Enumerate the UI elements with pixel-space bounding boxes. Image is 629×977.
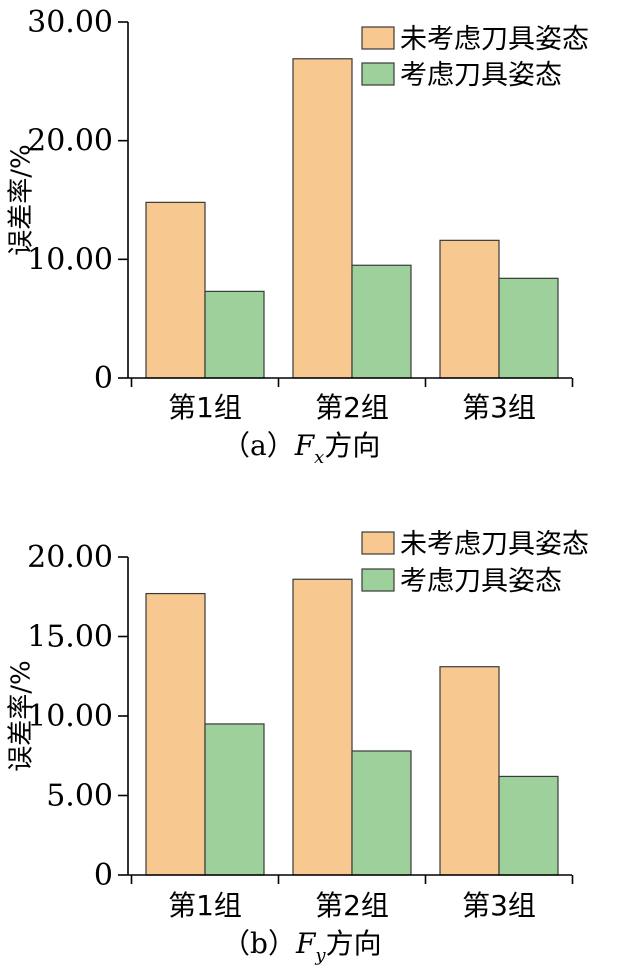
- y-tick-label: 20.00: [27, 540, 113, 575]
- legend-swatch-2: [361, 568, 395, 592]
- bar-b-s2-3: [498, 775, 559, 876]
- legend-swatch-1: [361, 531, 395, 555]
- legend-label-2: 考虑刀具姿态: [400, 566, 562, 597]
- y-tick-label: 0: [94, 858, 113, 893]
- x-tick-label: 第1组: [168, 391, 242, 424]
- y-tick-label: 10.00: [27, 699, 113, 734]
- panel-caption: （b）Fy方向: [222, 927, 382, 966]
- panel-caption: （a）Fx方向: [222, 429, 380, 468]
- x-tick-label: 第2组: [315, 889, 389, 922]
- x-tick-label: 第3组: [462, 391, 536, 424]
- bar-b-s1-3: [439, 666, 500, 876]
- legend-label-2: 考虑刀具姿态: [400, 60, 562, 91]
- x-tick-label: 第3组: [462, 889, 536, 922]
- bar-b-s1-2: [292, 578, 353, 876]
- bar-a-s2-2: [351, 264, 412, 379]
- bar-a-s1-2: [292, 58, 353, 379]
- legend-swatch-1: [361, 26, 395, 50]
- y-tick-label: 0: [94, 361, 113, 396]
- chart-panel-a: 0 10.00 20.00 30.00 第1组 第2组 第3组 误差率/% 未考虑刀具姿态考虑刀…: [7, 5, 590, 468]
- bar-b-s2-2: [351, 750, 412, 876]
- bar-b-s2-1: [204, 723, 265, 876]
- legend-label-1: 未考虑刀具姿态: [400, 24, 589, 55]
- legend-label-1: 未考虑刀具姿态: [400, 529, 589, 560]
- y-axis-title: 误差率/%: [7, 660, 37, 771]
- chart-panel-b: 0 5.00 10.00 15.00 20.00 第1组 第2组 第3组 误差率/% 未考虑刀具姿…: [7, 529, 590, 966]
- y-tick-label: 10.00: [27, 242, 113, 277]
- bar-a-s2-3: [498, 277, 559, 379]
- y-tick-label: 15.00: [27, 620, 113, 655]
- y-tick-label: 20.00: [27, 124, 113, 159]
- bar-b-s1-1: [145, 592, 206, 876]
- y-axis-title: 误差率/%: [7, 144, 37, 255]
- bar-a-s2-1: [204, 290, 265, 379]
- y-tick-label: 5.00: [46, 779, 113, 814]
- legend-swatch-2: [361, 62, 395, 86]
- bar-a-s1-1: [145, 201, 206, 379]
- y-tick-label: 30.00: [27, 5, 113, 40]
- bar-a-s1-3: [439, 239, 500, 379]
- x-tick-label: 第2组: [315, 391, 389, 424]
- x-tick-label: 第1组: [168, 889, 242, 922]
